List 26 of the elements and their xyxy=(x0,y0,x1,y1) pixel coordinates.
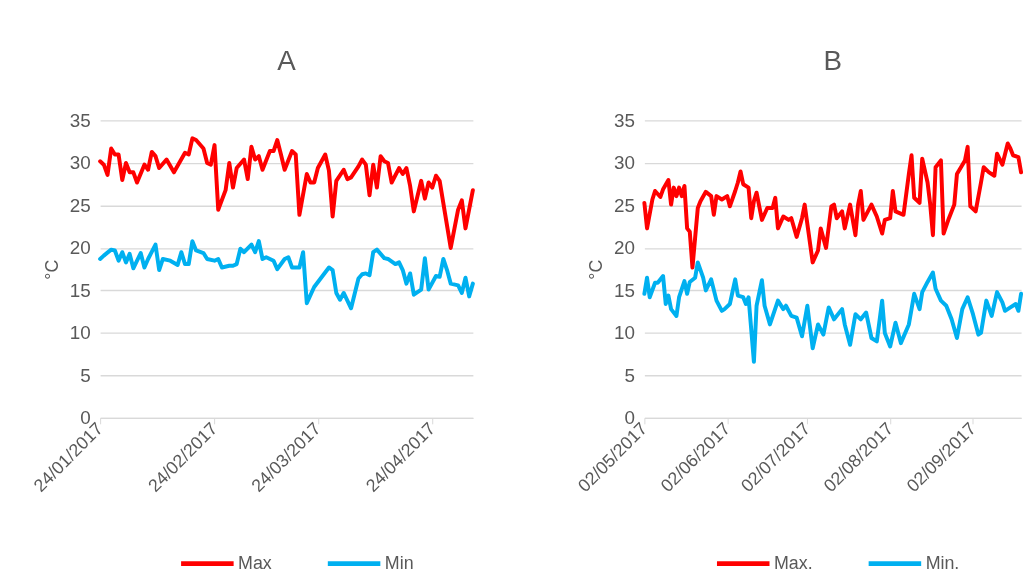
line-series xyxy=(642,260,1024,364)
y-tick-label: 30 xyxy=(613,152,635,174)
y-axis-title: °C xyxy=(41,259,62,280)
y-axis-title: °C xyxy=(586,259,607,280)
chart-title: A xyxy=(277,44,297,76)
y-tick-label: 5 xyxy=(624,364,635,386)
legend-label: Max. xyxy=(773,552,813,573)
y-tick-label: 20 xyxy=(613,237,635,259)
y-tick-label: 35 xyxy=(69,109,91,131)
line-series xyxy=(98,136,475,250)
y-tick-label: 10 xyxy=(69,322,91,344)
y-tick-label: 15 xyxy=(613,279,635,301)
legend-label: Min. xyxy=(925,552,960,573)
legend-label: Max xyxy=(238,552,272,573)
line-series xyxy=(642,141,1024,270)
y-tick-label: 5 xyxy=(80,364,91,386)
chart-title: B xyxy=(823,44,842,76)
legend-label: Min xyxy=(384,552,414,573)
y-tick-label: 25 xyxy=(69,194,91,216)
y-tick-label: 10 xyxy=(613,322,635,344)
y-tick-label: 35 xyxy=(613,109,635,131)
y-tick-label: 15 xyxy=(69,279,91,301)
y-tick-label: 30 xyxy=(69,152,91,174)
line-series xyxy=(98,239,475,311)
y-tick-label: 25 xyxy=(613,194,635,216)
y-tick-label: 20 xyxy=(69,237,91,259)
